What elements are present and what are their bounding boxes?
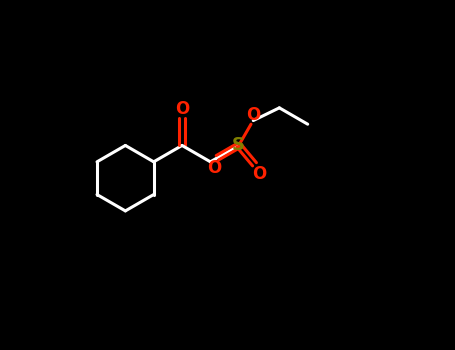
Text: O: O <box>247 106 261 124</box>
Text: S: S <box>232 136 245 154</box>
Text: O: O <box>175 100 189 118</box>
Text: O: O <box>207 159 221 177</box>
Text: O: O <box>252 165 266 183</box>
